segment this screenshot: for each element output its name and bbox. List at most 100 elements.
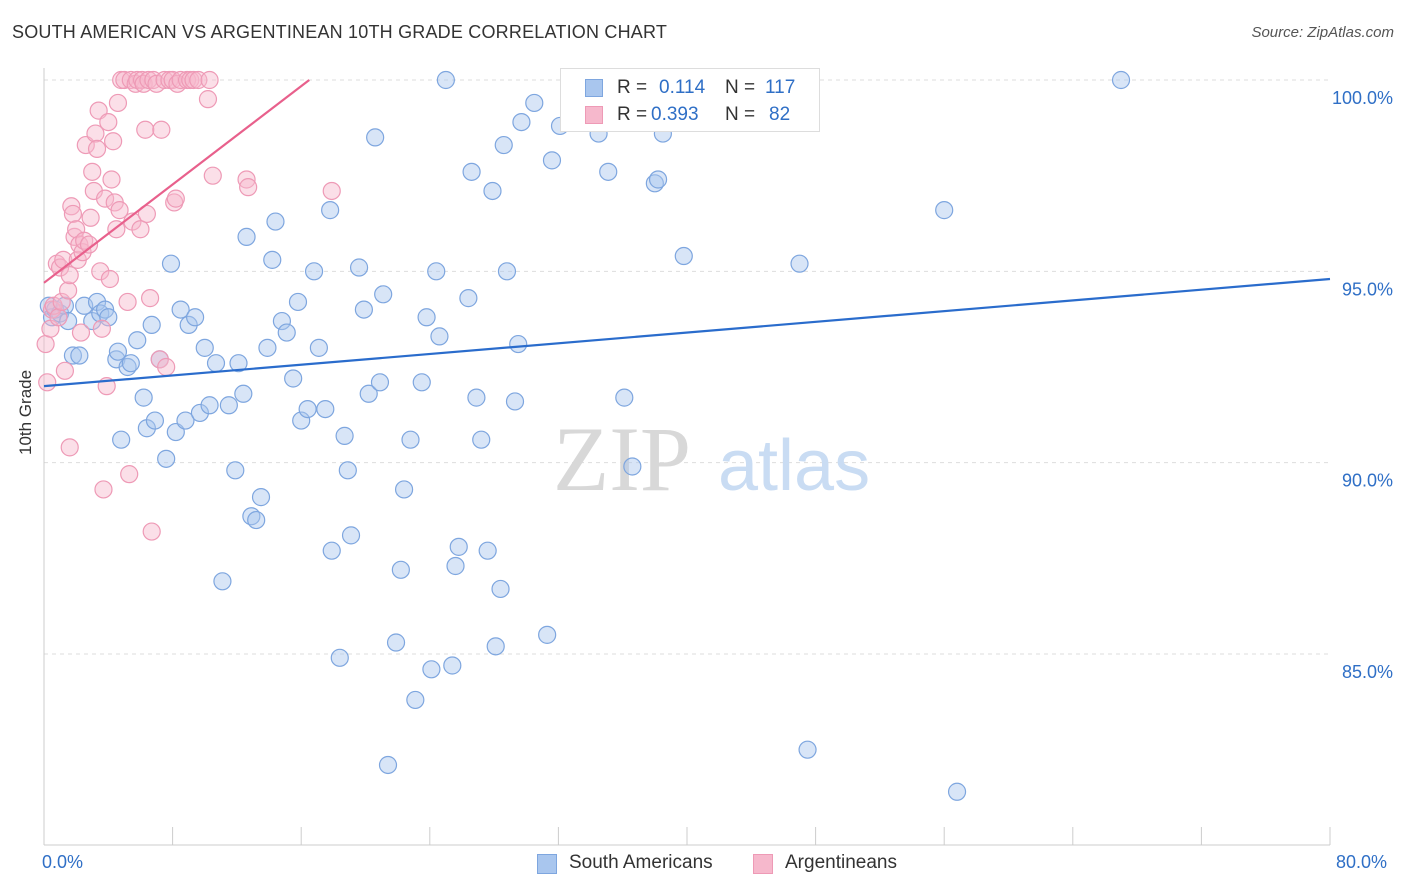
axes — [43, 68, 1331, 846]
r-label: R = — [617, 77, 648, 98]
data-point — [79, 235, 99, 254]
data-point — [171, 300, 190, 319]
data-point — [386, 633, 406, 652]
data-point — [266, 212, 285, 231]
data-point — [195, 338, 214, 357]
data-point — [538, 625, 557, 644]
data-point — [200, 396, 219, 415]
data-point — [206, 354, 226, 373]
data-point — [142, 315, 161, 335]
data-point — [292, 411, 311, 430]
data-point — [60, 438, 79, 457]
series-argentineans — [36, 70, 341, 541]
data-point — [99, 308, 118, 327]
data-point — [378, 755, 398, 775]
data-point — [237, 170, 256, 189]
n-value: 82 — [769, 104, 791, 125]
data-point — [52, 292, 71, 312]
data-point — [36, 334, 55, 354]
data-point — [330, 648, 349, 667]
data-point — [110, 201, 129, 220]
legend-swatch-blue — [537, 854, 557, 874]
data-point — [63, 346, 83, 365]
data-point — [157, 449, 176, 468]
data-point — [263, 250, 282, 269]
data-point — [322, 541, 341, 560]
x-axis-min-label: 0.0% — [42, 852, 84, 872]
data-point — [198, 90, 218, 109]
data-point — [70, 346, 89, 365]
data-point — [118, 292, 137, 312]
n-value: 117 — [765, 77, 796, 98]
data-point — [316, 399, 335, 419]
chart-title: SOUTH AMERICAN VS ARGENTINEAN 10TH GRADE… — [12, 22, 668, 42]
legend-label: Argentineans — [785, 852, 897, 873]
data-point — [237, 227, 256, 246]
data-point — [108, 93, 128, 113]
data-point — [92, 319, 111, 338]
data-point — [674, 246, 693, 266]
data-point — [406, 690, 425, 710]
data-point — [55, 361, 74, 380]
data-point — [239, 178, 258, 197]
data-point — [62, 197, 81, 216]
data-point — [509, 334, 528, 354]
data-point — [542, 151, 562, 170]
source-label: Source: ZipAtlas.com — [1251, 24, 1394, 41]
data-point — [203, 166, 222, 185]
y-tick-label: 100.0% — [1332, 88, 1393, 108]
data-point — [335, 426, 354, 445]
data-point — [512, 112, 531, 132]
data-point — [354, 300, 373, 319]
data-point — [1111, 70, 1131, 90]
data-point — [401, 430, 420, 449]
data-point — [83, 162, 102, 181]
data-point — [94, 480, 113, 499]
gridlines: 85.0% 90.0% 95.0% 100.0% — [44, 79, 1393, 682]
data-point — [63, 204, 83, 224]
data-point — [229, 354, 248, 373]
data-point — [459, 289, 478, 308]
data-point — [213, 572, 232, 591]
data-point — [59, 311, 78, 331]
watermark-atlas: atlas — [718, 426, 870, 506]
legend-swatch-blue — [585, 79, 603, 97]
data-point — [131, 220, 150, 239]
y-axis-label: 10th Grade — [16, 369, 35, 455]
data-point — [497, 262, 517, 281]
data-point — [134, 388, 153, 407]
data-point — [120, 465, 139, 484]
data-point — [38, 373, 57, 392]
data-point — [142, 522, 161, 541]
y-tick-label: 90.0% — [1342, 471, 1393, 491]
data-point — [176, 411, 195, 430]
data-point — [341, 526, 361, 545]
data-point — [422, 660, 441, 679]
data-point — [359, 384, 378, 403]
data-point — [615, 388, 634, 407]
data-point — [161, 254, 181, 273]
data-point — [430, 327, 449, 346]
data-point — [599, 162, 618, 181]
legend-label: South Americans — [569, 852, 713, 873]
data-point — [234, 384, 253, 403]
trend-line-south-americans — [43, 277, 1331, 388]
data-point — [247, 510, 266, 530]
data-point — [100, 269, 120, 289]
data-point — [798, 740, 817, 759]
data-point — [190, 403, 210, 423]
data-point — [258, 338, 277, 357]
data-point — [87, 139, 107, 158]
data-point — [71, 323, 91, 342]
data-point — [304, 262, 324, 281]
legend-swatch-pink — [585, 106, 603, 124]
data-point — [525, 93, 544, 113]
r-value: 0.114 — [659, 77, 706, 98]
data-point — [790, 254, 809, 273]
data-point — [648, 170, 668, 189]
data-point — [505, 392, 525, 411]
watermark-zip: ZIP — [553, 408, 691, 510]
data-point — [449, 537, 468, 556]
data-point — [184, 70, 203, 90]
